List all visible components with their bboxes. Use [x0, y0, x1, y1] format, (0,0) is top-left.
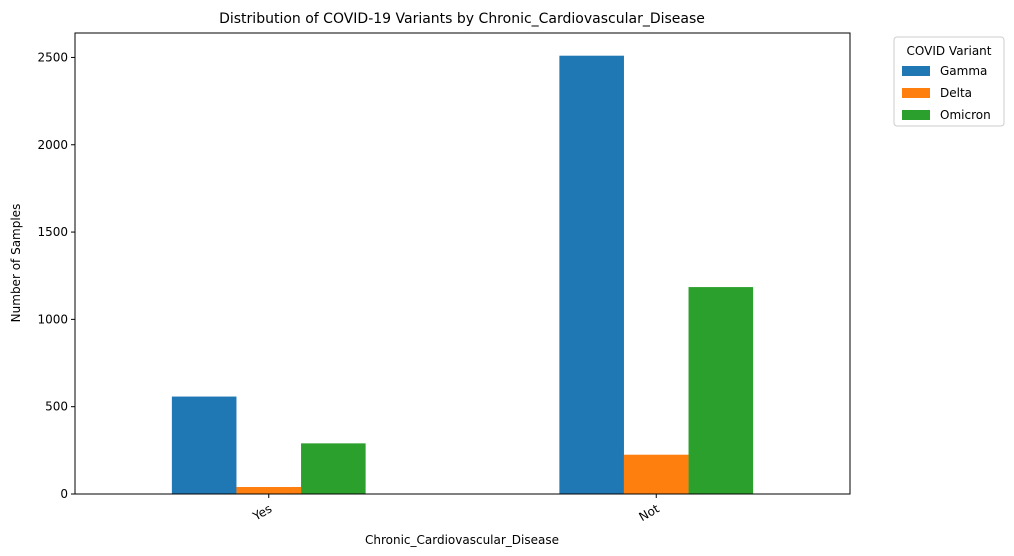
legend-label-delta: Delta	[940, 86, 972, 100]
y-tick-label: 2000	[37, 138, 68, 152]
bar-omicron-yes	[301, 443, 366, 494]
legend-title: COVID Variant	[907, 44, 992, 58]
legend-items: Gamma Delta Omicron	[902, 64, 991, 122]
legend-swatch-delta	[902, 88, 930, 98]
bar-omicron-not	[688, 287, 754, 494]
y-tick-label: 500	[45, 400, 68, 414]
y-axis-label: Number of Samples	[9, 204, 23, 323]
bars-group	[171, 55, 754, 495]
bar-delta-not	[623, 454, 689, 494]
legend-label-gamma: Gamma	[940, 64, 987, 78]
legend-label-omicron: Omicron	[940, 108, 991, 122]
bar-gamma-not	[559, 55, 624, 495]
chart-title: Distribution of COVID-19 Variants by Chr…	[219, 11, 705, 27]
legend: COVID Variant Gamma Delta Omicron	[893, 36, 1005, 127]
bar-gamma-yes	[171, 396, 237, 494]
y-tick-label: 0	[60, 487, 68, 501]
bar-delta-yes	[236, 487, 302, 494]
x-tick-label-yes: Yes	[250, 501, 275, 523]
x-axis: Yes Not	[250, 494, 662, 524]
y-axis: 0 500 1000 1500 2000 2500	[37, 50, 75, 501]
x-axis-label: Chronic_Cardiovascular_Disease	[365, 533, 559, 547]
legend-swatch-gamma	[902, 66, 930, 76]
y-tick-label: 2500	[37, 50, 68, 64]
legend-frame	[893, 36, 1005, 127]
legend-swatch-omicron	[902, 110, 930, 120]
y-tick-label: 1000	[37, 312, 68, 326]
x-tick-label-not: Not	[637, 501, 662, 524]
y-tick-label: 1500	[37, 225, 68, 239]
plot-frame	[74, 32, 851, 495]
